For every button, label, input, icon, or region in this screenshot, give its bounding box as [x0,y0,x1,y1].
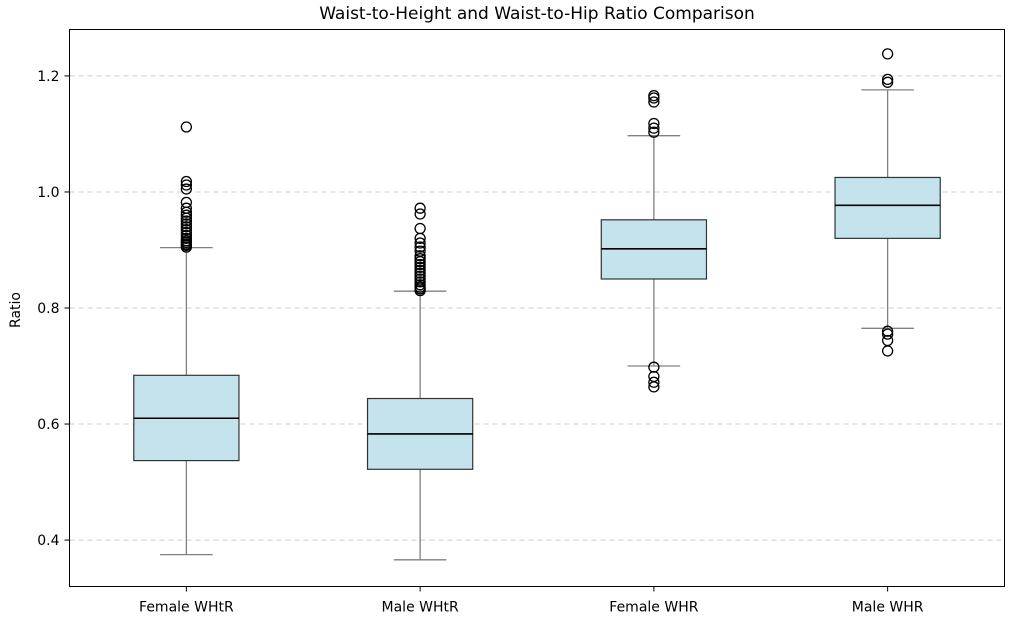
y-tick-label: 0.6 [37,417,59,433]
outlier-point [414,245,426,257]
y-tick-label: 0.4 [37,533,59,549]
outlier-point [414,273,426,285]
outlier-point [414,279,426,291]
outlier-point [180,215,193,227]
outlier-point [414,250,426,262]
y-axis-label: Ratio [8,292,24,328]
outlier-point [881,76,894,88]
x-axis-ticks: Female WHtR Male WHtR Female WHR Male WHR [139,586,924,616]
y-tick-label: 1.2 [37,69,59,85]
outlier-point [180,202,193,214]
outlier-point [414,267,426,279]
box-group [600,89,708,393]
outlier-point [180,229,193,242]
outlier-point [414,253,426,265]
boxes [133,48,941,561]
outlier-point [180,221,193,233]
outlier-point [648,122,660,134]
box-group [834,48,941,357]
outlier-point [648,96,660,108]
x-tick-label: Female WHR [609,600,698,616]
outlier-point [180,209,193,221]
outlier-point [414,261,426,274]
outlier-point [180,196,193,209]
y-tick-label: 0.8 [37,301,59,317]
outlier-point [881,48,894,60]
outlier-point [180,121,193,133]
outlier-point [648,361,660,373]
outlier-point [180,218,193,230]
box [834,176,941,239]
outlier-point [180,183,193,195]
outlier-point [881,334,894,347]
outlier-point [881,73,894,86]
outlier-point [414,241,426,253]
gridlines [69,75,1005,541]
outlier-point [180,232,193,245]
outlier-point [648,126,660,138]
outlier-point [414,264,426,276]
outlier-point [414,258,426,271]
y-tick-label: 1.0 [37,185,59,201]
box-group [366,202,474,561]
outlier-point [881,345,894,357]
outlier-point [648,89,660,102]
outlier-point [414,202,426,214]
x-tick-label: Female WHtR [139,600,234,616]
outlier-point [414,222,426,235]
y-axis-ticks: 0.4 0.6 0.8 1.0 1.2 [37,69,70,549]
outlier-point [414,276,426,288]
outlier-point [180,224,193,236]
box-group [133,121,240,556]
outlier-point [414,208,426,220]
outlier-point [414,237,426,249]
outlier-point [648,376,660,388]
outlier-point [881,328,894,340]
outlier-point [414,270,426,282]
outlier-point [180,226,193,239]
outlier-point [180,175,193,188]
x-tick-label: Male WHR [852,600,924,616]
chart-title: Waist-to-Height and Waist-to-Hip Ratio C… [319,4,755,24]
outlier-point [180,179,193,191]
outlier-point [881,325,894,337]
outlier-point [648,370,660,383]
x-tick-label: Male WHtR [382,600,459,616]
outlier-point [648,117,660,130]
